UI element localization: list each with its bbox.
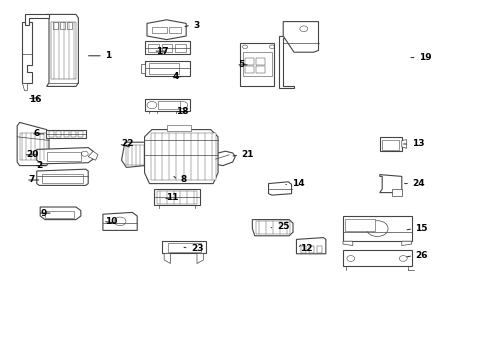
Bar xyxy=(162,44,172,52)
Bar xyxy=(301,246,306,253)
Polygon shape xyxy=(22,22,32,83)
Text: 2: 2 xyxy=(36,161,42,170)
Polygon shape xyxy=(103,212,137,230)
Polygon shape xyxy=(88,151,98,160)
Text: 3: 3 xyxy=(194,21,200,30)
Text: 1: 1 xyxy=(105,51,112,60)
Polygon shape xyxy=(47,14,78,86)
Text: 17: 17 xyxy=(156,46,169,55)
Text: 14: 14 xyxy=(292,179,304,188)
Polygon shape xyxy=(269,182,292,195)
Bar xyxy=(169,27,181,33)
Text: 5: 5 xyxy=(239,60,245,69)
Polygon shape xyxy=(197,253,203,264)
Bar xyxy=(158,101,180,109)
Bar xyxy=(20,133,47,160)
Bar xyxy=(78,131,83,137)
Text: 19: 19 xyxy=(419,53,432,62)
Polygon shape xyxy=(283,22,318,52)
Polygon shape xyxy=(145,61,190,76)
Polygon shape xyxy=(22,83,27,90)
Text: 22: 22 xyxy=(121,139,134,148)
Bar xyxy=(47,152,81,161)
Bar xyxy=(175,44,186,52)
Polygon shape xyxy=(154,189,200,205)
Text: 12: 12 xyxy=(300,244,313,253)
Polygon shape xyxy=(402,241,412,246)
Bar xyxy=(245,66,254,73)
Text: 4: 4 xyxy=(172,72,179,81)
Text: 11: 11 xyxy=(166,194,178,202)
Polygon shape xyxy=(37,169,88,185)
Text: 13: 13 xyxy=(412,139,424,148)
Bar xyxy=(42,174,83,183)
Polygon shape xyxy=(343,216,412,241)
Bar xyxy=(317,246,322,253)
Polygon shape xyxy=(343,250,412,266)
Bar xyxy=(45,211,74,218)
Text: 8: 8 xyxy=(180,175,187,184)
Bar xyxy=(309,246,314,253)
Polygon shape xyxy=(296,238,326,254)
Bar xyxy=(60,22,65,29)
Polygon shape xyxy=(145,99,190,111)
Polygon shape xyxy=(17,122,49,166)
Polygon shape xyxy=(392,189,402,196)
Polygon shape xyxy=(162,241,206,253)
Polygon shape xyxy=(145,130,218,184)
Bar xyxy=(167,125,191,131)
Polygon shape xyxy=(210,151,235,166)
Text: 6: 6 xyxy=(33,129,40,138)
Bar xyxy=(152,27,167,33)
Polygon shape xyxy=(122,142,149,167)
Polygon shape xyxy=(24,14,49,25)
Bar xyxy=(157,191,197,204)
Bar xyxy=(67,22,72,29)
Polygon shape xyxy=(402,140,407,148)
Bar xyxy=(256,66,265,73)
Polygon shape xyxy=(380,137,402,151)
Text: 9: 9 xyxy=(40,209,47,217)
Polygon shape xyxy=(37,148,93,164)
Bar xyxy=(56,131,61,137)
Bar xyxy=(53,22,58,29)
Bar xyxy=(245,58,254,65)
Text: 23: 23 xyxy=(191,244,204,253)
Text: 15: 15 xyxy=(416,224,428,233)
Bar xyxy=(51,22,76,79)
Text: 10: 10 xyxy=(105,217,118,226)
Polygon shape xyxy=(141,64,145,73)
Bar xyxy=(71,131,76,137)
Bar xyxy=(149,63,179,74)
Bar xyxy=(256,221,290,234)
Bar xyxy=(49,131,54,137)
Text: 16: 16 xyxy=(29,94,42,104)
Bar xyxy=(148,44,159,52)
Text: 26: 26 xyxy=(416,251,428,260)
Text: 20: 20 xyxy=(26,150,38,159)
Polygon shape xyxy=(46,130,86,138)
Text: 18: 18 xyxy=(176,107,189,116)
Bar xyxy=(256,58,265,65)
Bar xyxy=(64,131,69,137)
Bar xyxy=(345,219,375,231)
Polygon shape xyxy=(40,207,81,220)
Polygon shape xyxy=(240,43,274,86)
Bar xyxy=(382,140,399,150)
Text: 21: 21 xyxy=(242,150,254,159)
Bar xyxy=(126,145,146,165)
Polygon shape xyxy=(343,241,353,246)
Bar xyxy=(151,133,216,180)
Polygon shape xyxy=(380,175,402,193)
Polygon shape xyxy=(145,41,190,54)
Polygon shape xyxy=(279,36,294,88)
Text: 7: 7 xyxy=(28,175,35,184)
Bar xyxy=(168,243,201,252)
Polygon shape xyxy=(252,220,293,236)
Text: 24: 24 xyxy=(413,179,425,188)
Polygon shape xyxy=(164,253,171,264)
Bar xyxy=(243,52,272,76)
Polygon shape xyxy=(147,20,186,40)
Text: 25: 25 xyxy=(277,222,290,231)
